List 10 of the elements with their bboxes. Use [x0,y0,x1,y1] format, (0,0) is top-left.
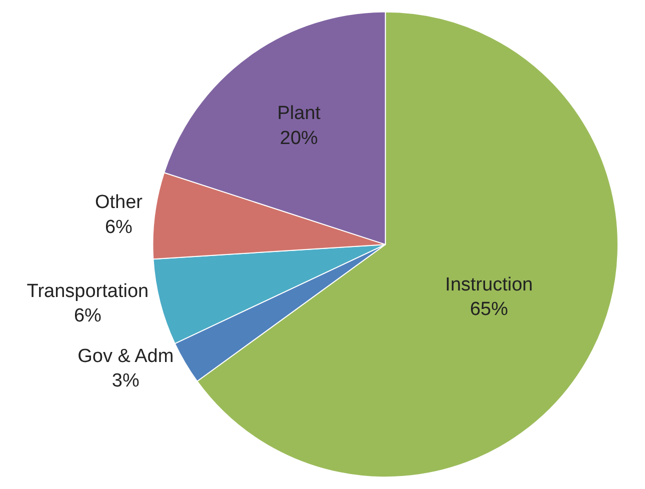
data-label: 6% [74,306,102,327]
data-label: 3% [112,370,140,392]
slice-label: Transportation [26,280,149,302]
slice-label: Instruction [445,274,533,296]
slice-label: Other [94,192,144,214]
data-label: 6% [104,216,133,238]
slice-label: Gov & Adm [78,346,174,367]
data-label: 65% [470,299,508,320]
slice-label: Plant [277,103,322,124]
data-label: 20% [280,128,318,149]
